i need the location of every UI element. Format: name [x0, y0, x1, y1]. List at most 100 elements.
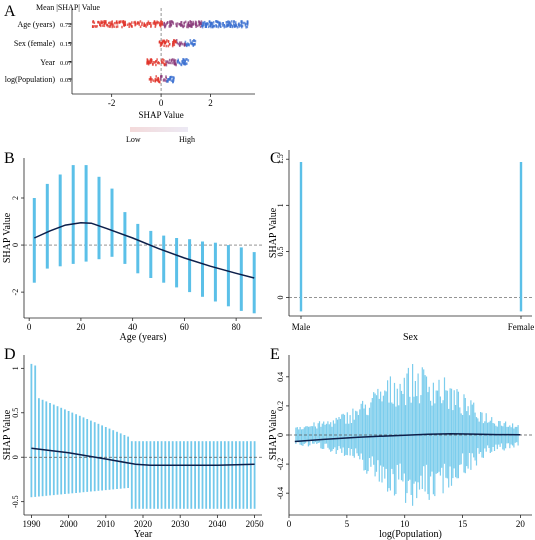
a-shap-point — [175, 22, 177, 26]
e-points — [303, 427, 305, 444]
a-feature-label: Age (years) — [17, 20, 55, 29]
e-points — [418, 403, 421, 490]
e-points — [381, 401, 383, 483]
panel-letter-a: A — [4, 3, 16, 20]
e-points — [513, 428, 515, 448]
y-tick-label: 2 — [11, 196, 20, 200]
e-points — [296, 427, 298, 442]
e-points — [399, 383, 401, 464]
a-shap-point — [154, 79, 157, 83]
a-shap-point — [98, 21, 101, 24]
panel-b-age-dependence: 0 20 40 60 80 -2 0 2 Age (years) SHAP Value — [2, 158, 262, 343]
e-points — [443, 377, 446, 464]
a-feature-label: Year — [40, 58, 55, 67]
a-shap-point — [184, 63, 187, 66]
x-tick-label: 20 — [76, 322, 86, 332]
a-shap-point — [149, 61, 151, 65]
a-shap-point — [124, 23, 126, 26]
a-shap-point — [222, 22, 224, 25]
a-shap-point — [240, 21, 243, 25]
a-shap-point — [177, 42, 180, 46]
a-shap-point — [238, 25, 240, 28]
a-shap-point — [192, 22, 194, 26]
e-points — [324, 424, 326, 444]
a-shap-point — [215, 20, 217, 23]
a-shap-point — [103, 24, 106, 28]
a-shap-point — [141, 21, 143, 25]
a-shap-point — [146, 23, 149, 27]
x-tick-label: 80 — [232, 322, 242, 332]
a-shap-point — [138, 23, 140, 26]
a-shap-point — [184, 20, 187, 24]
a-shap-point — [245, 26, 247, 29]
a-shap-point — [155, 78, 157, 81]
e-points — [388, 402, 390, 489]
a-shap-point — [136, 22, 139, 25]
e-points — [306, 426, 308, 441]
a-shap-point — [162, 58, 164, 61]
a-shap-point — [146, 22, 148, 25]
a-shap-point — [131, 25, 133, 28]
a-shap-point — [196, 24, 199, 28]
b-column-points — [188, 239, 192, 293]
e-points — [425, 376, 428, 465]
e-points — [352, 408, 354, 456]
a-shap-point — [115, 21, 118, 25]
b-column-points — [226, 245, 230, 307]
a-shap-point — [233, 22, 235, 26]
a-shap-point — [160, 20, 162, 23]
y-tick-label: -0.4 — [276, 487, 285, 500]
e-points — [424, 375, 426, 492]
e-points — [300, 429, 303, 446]
d-year-points — [253, 441, 256, 509]
b-column-points — [58, 174, 62, 267]
a-shap-point — [169, 61, 172, 65]
d-year-points — [212, 441, 215, 509]
a-shap-point — [122, 21, 125, 24]
a-shap-point — [223, 25, 226, 29]
a-shap-point — [243, 21, 246, 25]
a-shap-point — [168, 58, 171, 62]
d-year-points — [45, 401, 48, 496]
y-tick-label: 0.5 — [11, 408, 20, 418]
a-shap-point — [118, 21, 121, 24]
e-points — [450, 388, 453, 486]
a-shap-point — [176, 41, 178, 45]
d-year-points — [168, 441, 170, 509]
a-shap-point — [152, 61, 155, 64]
e-points — [510, 427, 512, 445]
a-shap-point — [174, 62, 177, 66]
a-shap-point — [171, 20, 173, 23]
a-shap-point — [161, 75, 163, 78]
e-points — [395, 406, 397, 494]
d-year-points — [227, 441, 230, 509]
x-tick-label: 10 — [400, 519, 410, 529]
e-points — [467, 406, 469, 469]
a-shap-point — [171, 61, 173, 65]
a-shap-point — [121, 25, 123, 29]
a-shap-point — [184, 59, 186, 62]
a-shap-point — [109, 25, 111, 28]
a-shap-point — [166, 22, 168, 25]
a-shap-point — [108, 21, 110, 25]
a-shap-point — [210, 25, 212, 29]
y-tick-label: -0.2 — [276, 458, 285, 471]
a-shap-point — [210, 21, 212, 25]
e-points — [345, 423, 347, 455]
a-shap-point — [151, 78, 153, 81]
a-mean-value: 0.15 — [60, 41, 71, 48]
x-tick-label: 2040 — [208, 519, 227, 529]
d-year-points — [134, 441, 137, 509]
y-tick-label: 1 — [11, 366, 20, 370]
a-shap-point — [182, 62, 185, 65]
e-y-label: SHAP Value — [268, 409, 279, 460]
a-shap-point — [94, 25, 96, 28]
b-column-points — [201, 241, 204, 297]
a-shap-point — [228, 23, 230, 27]
a-shap-point — [172, 76, 174, 79]
e-points — [438, 379, 440, 472]
e-x-label: log(Population) — [379, 529, 442, 540]
a-shap-point — [167, 61, 170, 65]
a-shap-point — [177, 58, 179, 62]
